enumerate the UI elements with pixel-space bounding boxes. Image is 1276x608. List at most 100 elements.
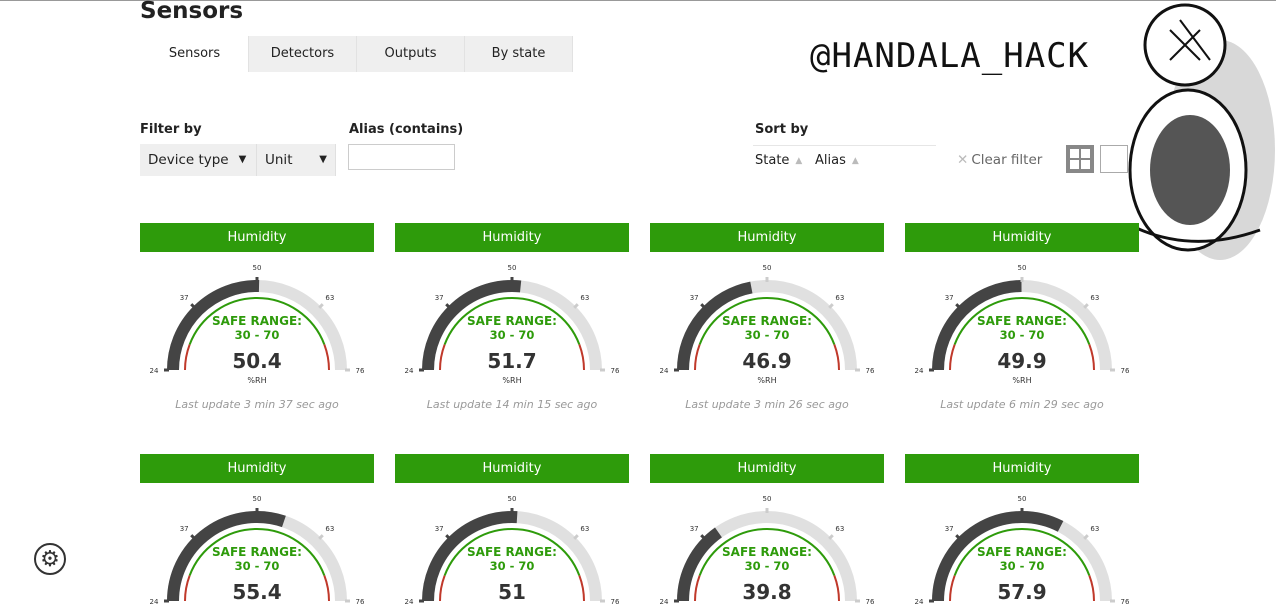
grid-view-button[interactable] xyxy=(1066,145,1094,173)
safe-range-arc xyxy=(443,297,581,345)
gauge-tick-label: 24 xyxy=(660,598,669,606)
danger-low-arc xyxy=(439,575,446,602)
safe-range-value: 30 - 70 xyxy=(235,559,280,573)
gauge-tick xyxy=(828,534,834,540)
gauge-tick-label: 76 xyxy=(1121,598,1130,606)
gauge-tick xyxy=(190,303,196,309)
sensor-unit: %RH xyxy=(502,376,521,385)
device-type-dropdown[interactable]: Device type ▼ xyxy=(140,144,257,176)
danger-high-arc xyxy=(578,344,585,371)
gauge-tick-label: 50 xyxy=(253,495,262,503)
sensor-card[interactable]: Humidity 24 37 50 63 76 SAFE RANGE: 30 - 70 51.7… xyxy=(395,223,629,411)
tab-sensors[interactable]: Sensors xyxy=(141,36,249,72)
sort-by-label: Sort by xyxy=(755,122,809,137)
danger-low-arc xyxy=(439,344,446,371)
safe-range-label: SAFE RANGE: xyxy=(977,314,1067,328)
danger-low-arc xyxy=(949,344,956,371)
settings-gear-icon[interactable]: ⚙ xyxy=(34,543,66,575)
sensor-card[interactable]: Humidity 24 37 50 63 76 SAFE RANGE: 30 - 70 57.9… xyxy=(905,454,1139,608)
safe-range-label: SAFE RANGE: xyxy=(722,545,812,559)
tab-bar: Sensors Detectors Outputs By state xyxy=(141,36,573,72)
gauge-tick-label: 76 xyxy=(611,367,620,375)
gauge-value-arc xyxy=(677,527,723,602)
gauge-tick xyxy=(318,303,324,309)
safe-range-label: SAFE RANGE: xyxy=(977,545,1067,559)
safe-range-value: 30 - 70 xyxy=(490,559,535,573)
safe-range-value: 30 - 70 xyxy=(235,328,280,342)
clear-filter-label: Clear filter xyxy=(971,152,1043,168)
cartoon-figure-image xyxy=(1128,3,1275,260)
gauge-tick-label: 37 xyxy=(690,525,699,533)
danger-high-arc xyxy=(1088,575,1095,602)
card-title: Humidity xyxy=(395,454,629,483)
unit-label: Unit xyxy=(265,152,293,168)
danger-high-arc xyxy=(1088,344,1095,371)
humidity-gauge: 24 37 50 63 76 SAFE RANGE:30 - 70 50.4 %RH xyxy=(150,264,365,385)
list-view-button[interactable] xyxy=(1100,145,1128,173)
caret-down-icon: ▼ xyxy=(319,154,327,165)
sensor-value: 51.7 xyxy=(487,349,536,373)
tab-by-state[interactable]: By state xyxy=(465,36,573,72)
clear-filter-button[interactable]: ✕ Clear filter xyxy=(957,152,1045,168)
sort-alias[interactable]: Alias ▲ xyxy=(815,153,859,168)
gauge-tick xyxy=(700,534,706,540)
last-update: Last update 3 min 26 sec ago xyxy=(685,398,849,411)
gauge-tick-label: 50 xyxy=(508,495,517,503)
gauge-tick-label: 24 xyxy=(660,367,669,375)
danger-low-arc xyxy=(184,344,191,371)
safe-range-value: 30 - 70 xyxy=(1000,328,1045,342)
gauge-value-arc xyxy=(932,280,1022,371)
card-title: Humidity xyxy=(395,223,629,252)
gauge-tick xyxy=(445,303,451,309)
tab-outputs[interactable]: Outputs xyxy=(357,36,465,72)
gauge-tick-label: 76 xyxy=(866,367,875,375)
gauge-tick-label: 76 xyxy=(356,598,365,606)
gauge-tick xyxy=(700,303,706,309)
sort-state[interactable]: State ▲ xyxy=(755,153,802,168)
gauge-tick-label: 24 xyxy=(150,598,159,606)
gauge-tick xyxy=(445,534,451,540)
gauge-tick-label: 76 xyxy=(1121,367,1130,375)
alias-input[interactable] xyxy=(348,144,455,170)
safe-range-value: 30 - 70 xyxy=(1000,559,1045,573)
card-title: Humidity xyxy=(650,223,884,252)
gauge-tick-label: 76 xyxy=(356,367,365,375)
device-type-label: Device type xyxy=(148,152,229,168)
humidity-gauge: 24 37 50 63 76 SAFE RANGE:30 - 70 46.9 %RH xyxy=(660,264,875,385)
gauge-tick xyxy=(573,534,579,540)
gauge-tick xyxy=(955,303,961,309)
sensor-card[interactable]: Humidity 24 37 50 63 76 SAFE RANGE: 30 - 70 46.9… xyxy=(650,223,884,411)
sort-state-label: State xyxy=(755,153,790,168)
danger-high-arc xyxy=(833,575,840,602)
close-icon: ✕ xyxy=(957,152,969,168)
danger-high-arc xyxy=(833,344,840,371)
sensor-card[interactable]: Humidity 24 37 50 63 76 SAFE RANGE: 30 - 70 50.4… xyxy=(140,223,374,411)
watermark-text: @HANDALA_HACK xyxy=(810,36,1090,76)
gauge-tick xyxy=(955,534,961,540)
gauge-tick xyxy=(1083,303,1089,309)
gauge-tick xyxy=(573,303,579,309)
gauge-tick-label: 63 xyxy=(1090,294,1099,302)
sensor-card[interactable]: Humidity 24 37 50 63 76 SAFE RANGE: 30 - 70 39.8… xyxy=(650,454,884,608)
gauge-tick xyxy=(1083,534,1089,540)
safe-range-label: SAFE RANGE: xyxy=(212,314,302,328)
sensor-card[interactable]: Humidity 24 37 50 63 76 SAFE RANGE: 30 - 70 49.9… xyxy=(905,223,1139,411)
sensor-card[interactable]: Humidity 24 37 50 63 76 SAFE RANGE: 30 - 70 55.4… xyxy=(140,454,374,608)
gauge-tick-label: 63 xyxy=(580,525,589,533)
safe-range-label: SAFE RANGE: xyxy=(467,545,557,559)
danger-low-arc xyxy=(694,575,701,602)
gauge-value-arc xyxy=(677,281,753,371)
gauge-tick xyxy=(190,534,196,540)
sensor-value: 55.4 xyxy=(232,580,281,604)
sensor-value: 46.9 xyxy=(742,349,791,373)
safe-range-arc xyxy=(443,528,581,576)
unit-dropdown[interactable]: Unit ▼ xyxy=(257,144,336,176)
danger-high-arc xyxy=(323,575,330,602)
sensor-value: 39.8 xyxy=(742,580,791,604)
tab-detectors[interactable]: Detectors xyxy=(249,36,357,72)
sensor-value: 57.9 xyxy=(997,580,1046,604)
gauge-tick-label: 63 xyxy=(835,294,844,302)
